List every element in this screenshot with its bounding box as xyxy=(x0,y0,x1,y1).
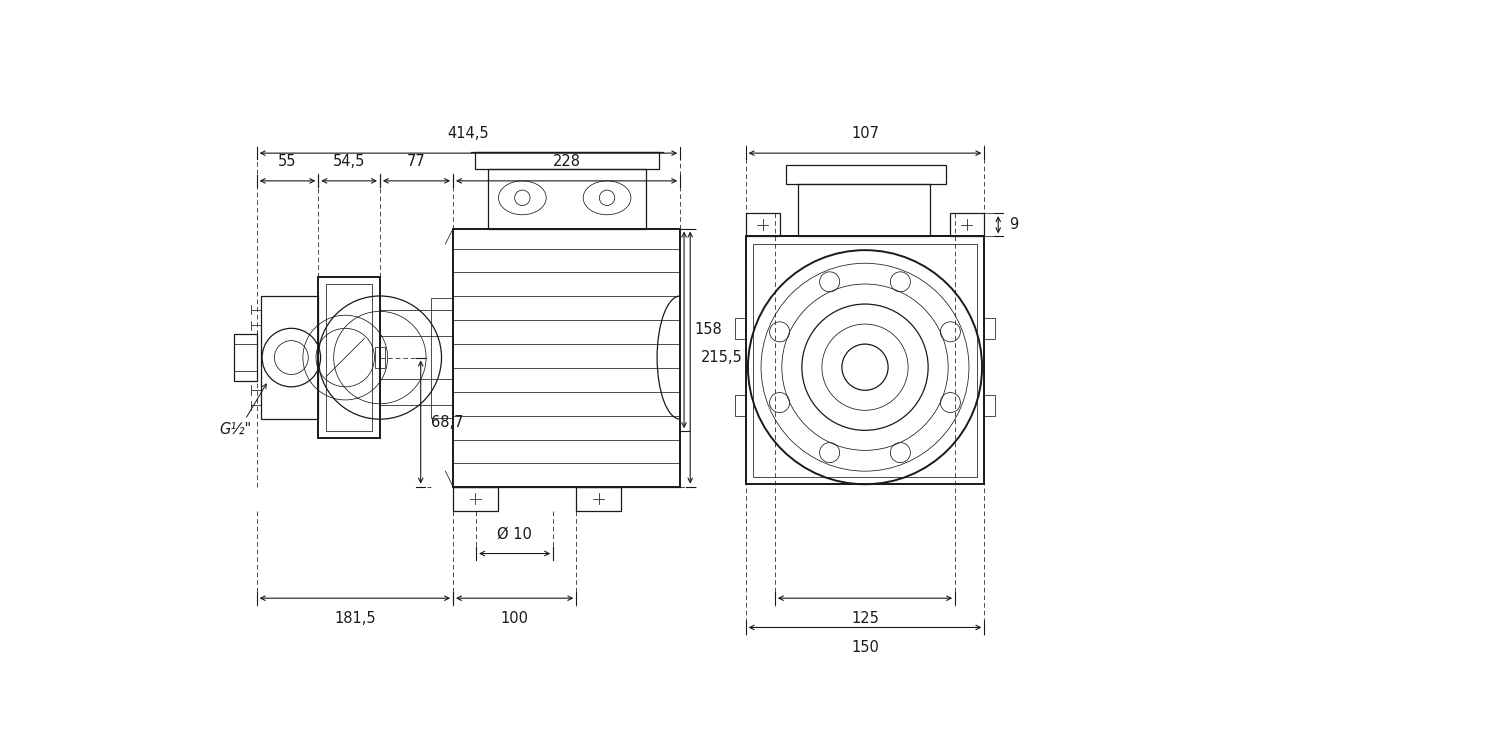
Bar xyxy=(746,213,780,236)
Bar xyxy=(234,334,256,381)
Text: 54,5: 54,5 xyxy=(333,154,366,169)
Bar xyxy=(375,346,386,368)
Bar xyxy=(753,244,976,476)
Bar xyxy=(798,184,930,236)
Bar xyxy=(984,395,994,416)
Text: 228: 228 xyxy=(552,154,580,169)
Bar xyxy=(453,487,498,512)
Bar xyxy=(984,318,994,340)
Text: 100: 100 xyxy=(501,610,528,626)
Text: 68,7: 68,7 xyxy=(432,415,464,430)
Bar xyxy=(261,296,318,419)
Text: 215,5: 215,5 xyxy=(700,350,742,365)
Text: 158: 158 xyxy=(694,322,723,338)
Bar xyxy=(474,152,660,169)
Bar xyxy=(318,277,380,439)
Bar xyxy=(786,165,946,184)
Bar xyxy=(735,395,746,416)
Text: 150: 150 xyxy=(850,640,879,655)
Text: 107: 107 xyxy=(850,126,879,141)
Bar xyxy=(380,310,453,405)
Bar xyxy=(950,213,984,236)
Text: 55: 55 xyxy=(279,154,297,169)
Text: 414,5: 414,5 xyxy=(447,126,489,141)
Text: 9: 9 xyxy=(1010,217,1019,232)
Bar xyxy=(576,487,621,512)
Text: G½": G½" xyxy=(220,422,252,436)
Bar xyxy=(326,284,372,430)
Text: 77: 77 xyxy=(406,154,426,169)
Bar xyxy=(488,169,645,229)
Bar xyxy=(735,318,746,340)
Bar xyxy=(746,236,984,484)
Text: Ø 10: Ø 10 xyxy=(496,526,532,542)
Bar xyxy=(453,229,680,487)
Bar xyxy=(432,298,453,418)
Text: 181,5: 181,5 xyxy=(334,610,375,626)
Text: 125: 125 xyxy=(850,610,879,626)
